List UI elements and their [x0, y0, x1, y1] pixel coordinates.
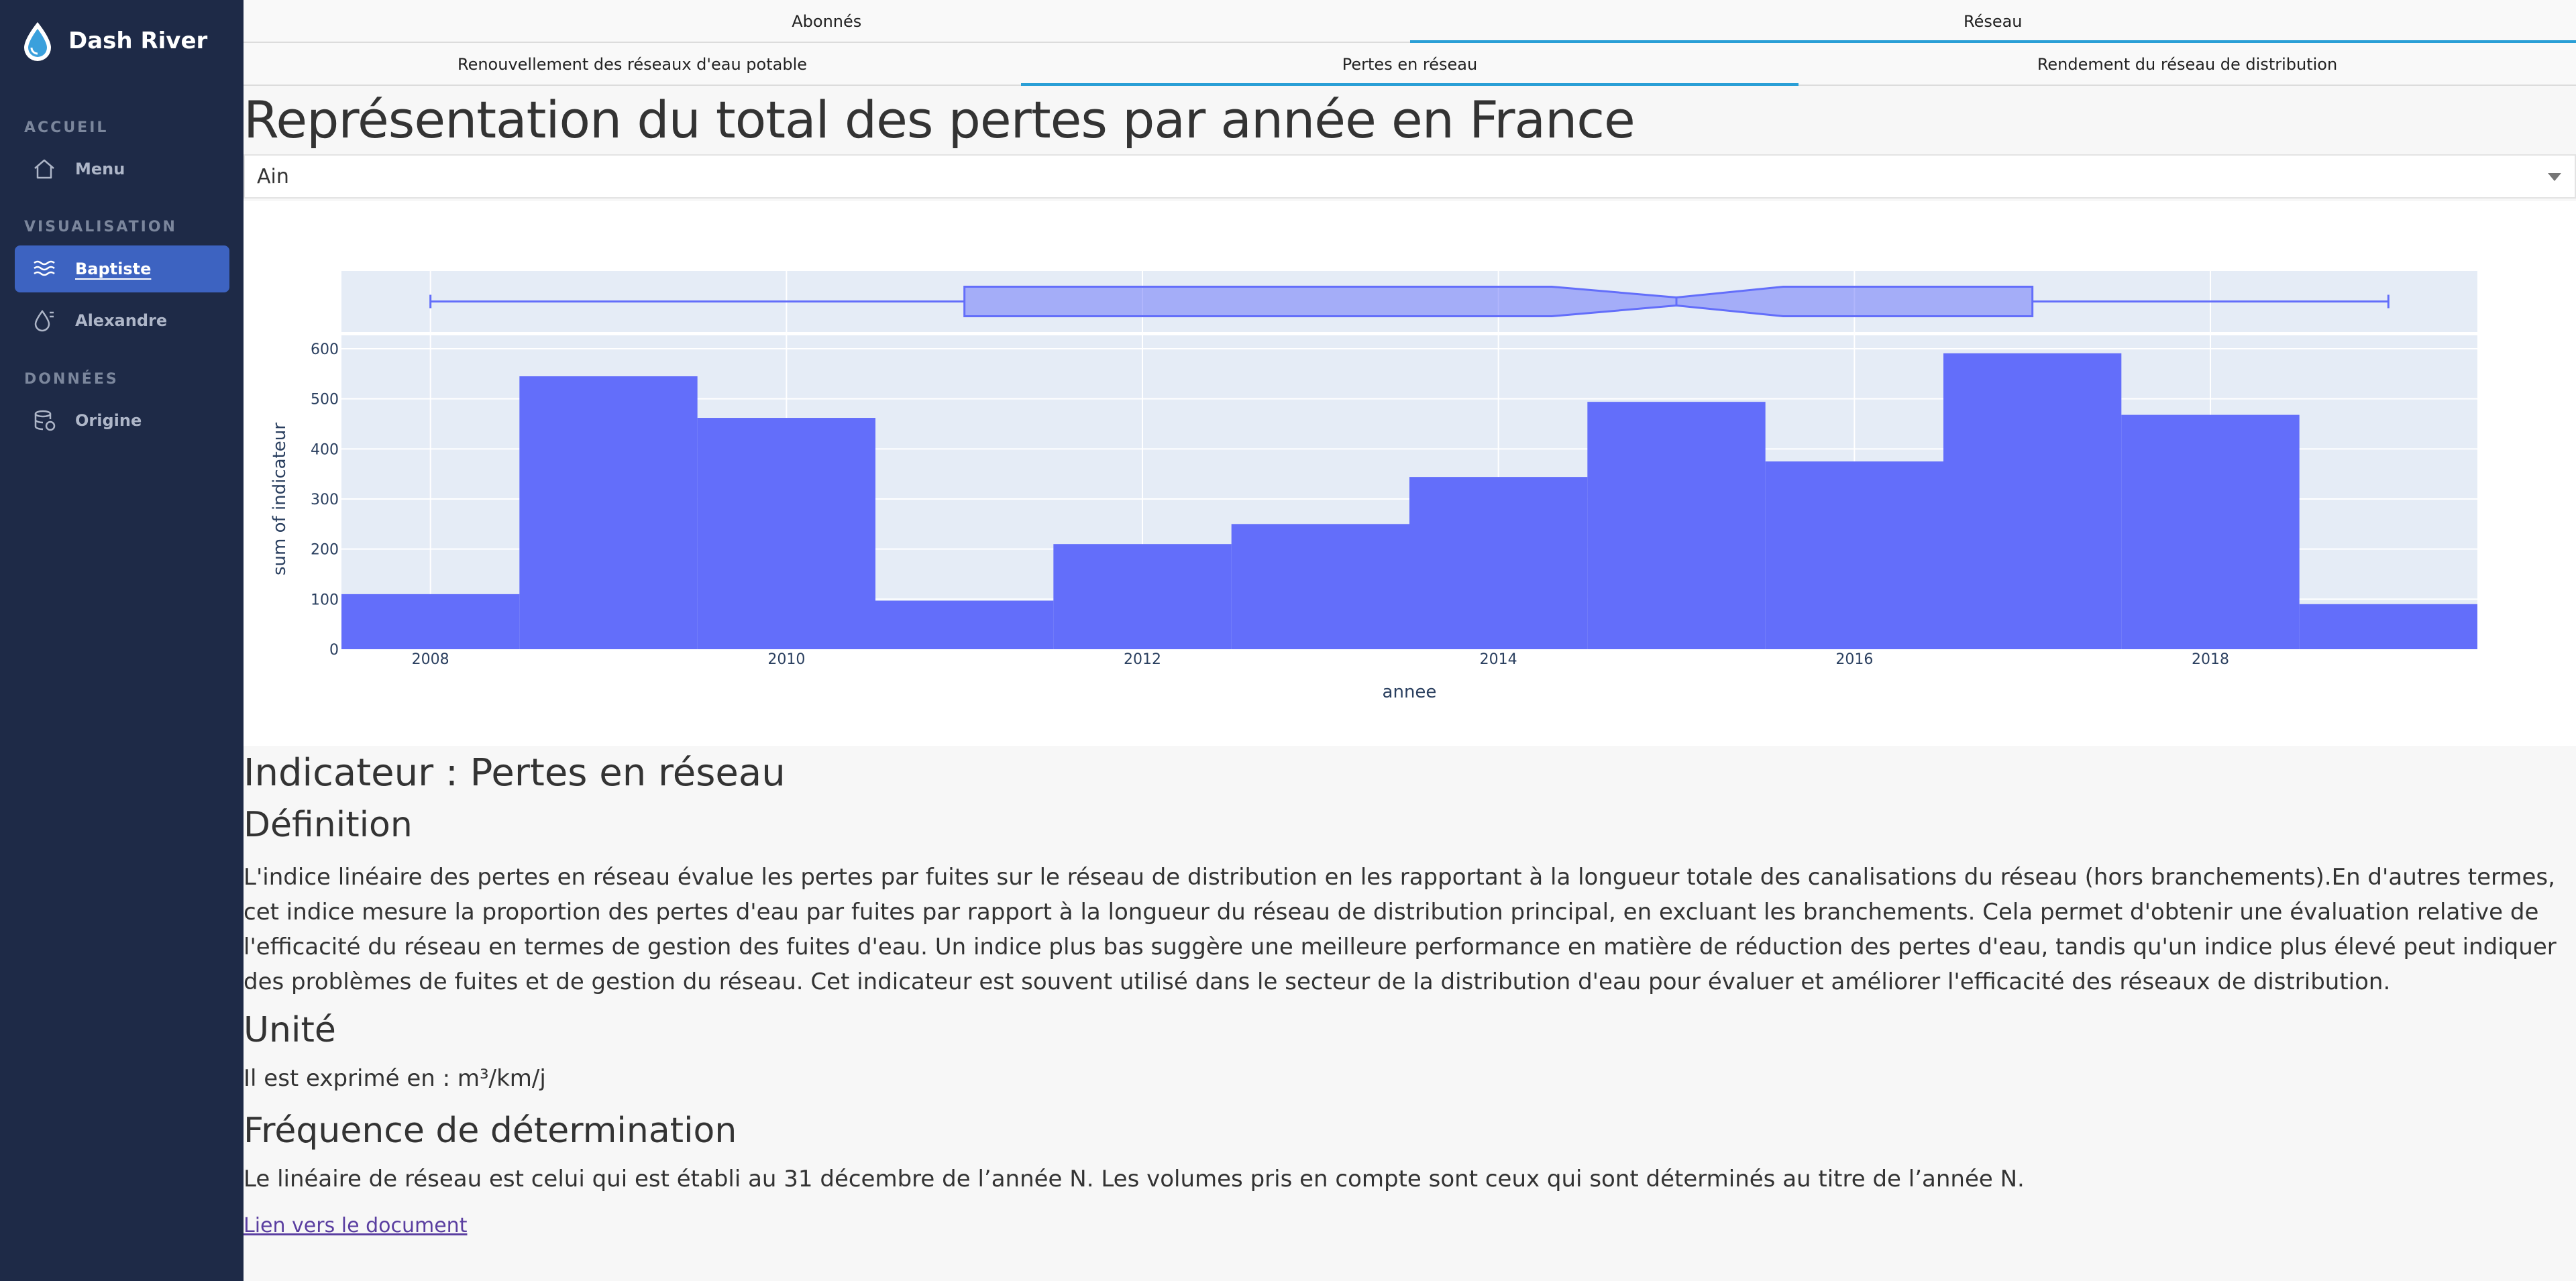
histogram-bar	[875, 600, 1054, 649]
sub-tabs: Renouvellement des réseaux d'eau potable…	[244, 43, 2576, 86]
unit-heading: Unité	[244, 1010, 336, 1050]
tab-pertes-en-reseau[interactable]: Pertes en réseau	[1021, 43, 1799, 86]
x-tick-label: 2012	[1124, 651, 1161, 668]
waves-icon	[34, 260, 55, 276]
definition-heading: Définition	[244, 805, 413, 845]
sidebar-item-label: Baptiste	[75, 260, 152, 278]
frequency-text: Le linéaire de réseau est celui qui est …	[244, 1166, 2025, 1192]
definition-text: L'indice linéaire des pertes en réseau é…	[244, 864, 2557, 995]
x-tick-label: 2010	[767, 651, 805, 668]
y-tick-label: 600	[311, 341, 339, 358]
y-tick-label: 500	[311, 392, 339, 408]
chevron-down-icon[interactable]	[2548, 173, 2561, 181]
tab-renouvellement[interactable]: Renouvellement des réseaux d'eau potable	[457, 55, 808, 74]
indicator-title: Indicateur : Pertes en réseau	[244, 751, 786, 795]
tab-reseau[interactable]: Réseau	[1409, 0, 2576, 43]
x-tick-label: 2016	[1835, 651, 1873, 668]
histogram-bar	[2299, 604, 2477, 649]
sidebar-item-baptiste[interactable]: Baptiste	[15, 245, 229, 292]
database-icon	[34, 410, 56, 431]
sidebar-item-origine[interactable]: Origine	[15, 397, 229, 444]
section-label-visualisation: VISUALISATION	[24, 219, 177, 235]
chart-container: 0 100 200 300 400 500 600 2008 2010 2012 2014 2016 2…	[244, 201, 2576, 746]
document-link[interactable]: Lien vers le document	[244, 1214, 468, 1237]
x-tick-label: 2018	[2192, 651, 2229, 668]
box-plot-notched-box	[963, 286, 2034, 317]
y-axis-title: sum of indicateur	[270, 423, 290, 575]
page-title: Représentation du total des pertes par a…	[244, 90, 1635, 150]
sidebar-item-label: Alexandre	[75, 311, 168, 330]
y-tick-label: 100	[311, 592, 339, 608]
y-tick-label: 200	[311, 542, 339, 559]
histogram-bar	[1231, 524, 1409, 649]
histogram-bar	[1409, 477, 1588, 649]
histogram-bar	[697, 418, 875, 649]
histogram-bar	[2121, 414, 2300, 649]
section-label-donnees: DONNÉES	[24, 371, 119, 388]
home-icon	[34, 159, 54, 179]
histogram-bar	[1053, 544, 1232, 649]
sidebar-item-label: Menu	[75, 160, 125, 178]
histogram-bar	[1587, 402, 1766, 649]
unit-text: Il est exprimé en : m³/km/j	[244, 1065, 546, 1092]
y-tick-label: 300	[311, 492, 339, 508]
x-tick-label: 2008	[412, 651, 449, 668]
dropdown-value: Ain	[257, 164, 289, 188]
sidebar-item-label: Origine	[75, 411, 142, 430]
top-tabs: Abonnés Réseau	[244, 0, 2576, 43]
sidebar-item-alexandre[interactable]: Alexandre	[15, 297, 229, 344]
water-drop-logo-icon	[24, 22, 51, 61]
sidebar-item-menu[interactable]: Menu	[15, 146, 229, 192]
histogram-bar	[519, 376, 698, 649]
tab-abonnes[interactable]: Abonnés	[792, 12, 862, 31]
y-tick-label: 0	[329, 642, 339, 659]
x-axis-title: annee	[1383, 682, 1437, 702]
section-label-accueil: ACCUEIL	[24, 119, 109, 136]
tab-rendement[interactable]: Rendement du réseau de distribution	[2037, 55, 2338, 74]
department-dropdown[interactable]: Ain	[244, 154, 2576, 199]
y-tick-label: 400	[311, 441, 339, 458]
histogram-bar	[1765, 461, 1943, 649]
histogram-bar	[341, 594, 520, 649]
app-title: Dash River	[68, 27, 208, 54]
sidebar: Dash River ACCUEIL Menu VISUALISATION Ba…	[0, 0, 244, 1281]
x-tick-label: 2014	[1480, 651, 1517, 668]
water-drop-icon	[34, 309, 54, 332]
brand[interactable]: Dash River	[20, 17, 207, 64]
frequency-heading: Fréquence de détermination	[244, 1111, 737, 1151]
histogram-chart: 0 100 200 300 400 500 600 2008 2010 2012 2014 2016 2…	[270, 271, 2477, 702]
histogram-bar	[1943, 353, 2122, 649]
